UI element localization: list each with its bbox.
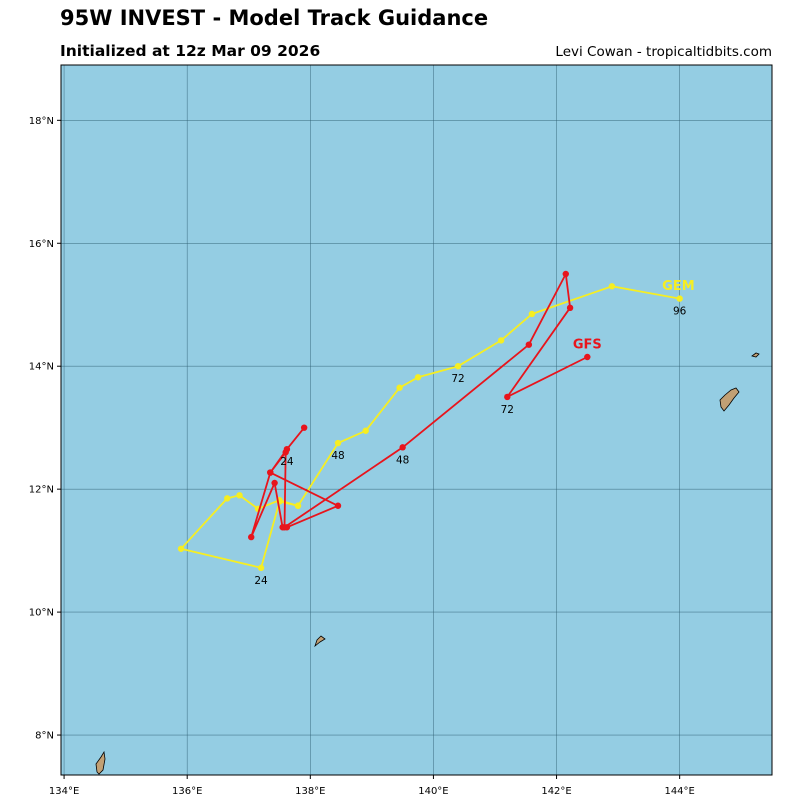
land-masses <box>95 352 760 775</box>
credit-text: Levi Cowan - tropicaltidbits.com <box>555 44 772 60</box>
gfs-track-point <box>267 469 274 476</box>
gfs-track-point <box>271 479 278 487</box>
lon-tick-label: 142°E <box>541 786 571 797</box>
gem-hour-label: 24 <box>254 575 268 587</box>
gem-track-point <box>497 337 505 344</box>
lat-tick-label: 18°N <box>29 116 54 127</box>
gfs-track-point <box>282 449 289 456</box>
model-tracks: 24 48 72 96 GEM 24 48 72 GFS <box>177 270 695 587</box>
gem-track-point <box>294 502 302 509</box>
gem-hour-label: 96 <box>673 306 687 318</box>
lon-tick-label: 144°E <box>664 786 694 797</box>
island-guam <box>719 387 740 412</box>
gem-track-point <box>454 363 462 370</box>
gem-track: 24 48 72 96 GEM <box>177 279 695 587</box>
ocean-background <box>61 65 772 775</box>
lon-tick-label: 138°E <box>295 786 325 797</box>
gfs-hour-label: 24 <box>280 456 294 468</box>
gem-hour-label: 48 <box>331 450 344 462</box>
gem-track-point <box>177 545 185 552</box>
gfs-hour-label: 72 <box>501 404 514 416</box>
gfs-track-point <box>584 353 591 361</box>
gfs-hour-label: 48 <box>396 454 409 466</box>
gem-track-point <box>528 310 536 318</box>
gem-model-label: GEM <box>662 279 695 294</box>
gfs-track-point <box>504 393 511 401</box>
gfs-track-point <box>248 533 255 541</box>
gem-hour-label: 72 <box>451 373 464 385</box>
gem-track-point <box>334 439 342 447</box>
lat-tick-label: 10°N <box>29 608 54 619</box>
island-yap <box>314 635 326 648</box>
gem-track-point <box>236 492 243 499</box>
island-rota <box>751 352 760 358</box>
gem-track-line <box>180 285 680 569</box>
lon-tick-label: 136°E <box>172 786 202 797</box>
gfs-track-point <box>300 424 308 431</box>
gfs-track-point <box>281 524 288 531</box>
gem-track-point <box>676 295 683 302</box>
gfs-model-label: GFS <box>573 337 602 352</box>
gfs-track-point <box>566 304 574 312</box>
gfs-track: 24 48 72 GFS <box>248 270 602 541</box>
lat-lon-grid <box>61 65 772 775</box>
island-palau <box>95 750 106 775</box>
gem-track-point <box>414 374 422 381</box>
gfs-track-point <box>562 270 569 278</box>
lon-tick-label: 134°E <box>49 786 79 797</box>
gem-track-point <box>224 495 231 502</box>
gem-track-point <box>362 427 369 434</box>
gem-track-point <box>396 384 403 391</box>
plot-frame <box>60 64 773 776</box>
gfs-track-point <box>399 444 406 451</box>
lat-tick-label: 14°N <box>29 362 54 373</box>
gem-track-point <box>257 564 265 572</box>
lat-tick-label: 12°N <box>29 485 54 496</box>
lat-tick-label: 16°N <box>29 239 54 250</box>
lat-tick-label: 8°N <box>35 731 54 742</box>
page-title: 95W INVEST - Model Track Guidance <box>60 6 489 30</box>
axis-ticks: 134°E 136°E 138°E 140°E 142°E 144°E 8°N 10°N 12°… <box>29 116 695 797</box>
gfs-track-point <box>334 502 342 509</box>
lon-tick-label: 140°E <box>418 786 448 797</box>
gem-track-point <box>608 283 616 290</box>
init-time-subtitle: Initialized at 12z Mar 09 2026 <box>60 42 321 60</box>
gfs-track-point <box>525 341 533 348</box>
